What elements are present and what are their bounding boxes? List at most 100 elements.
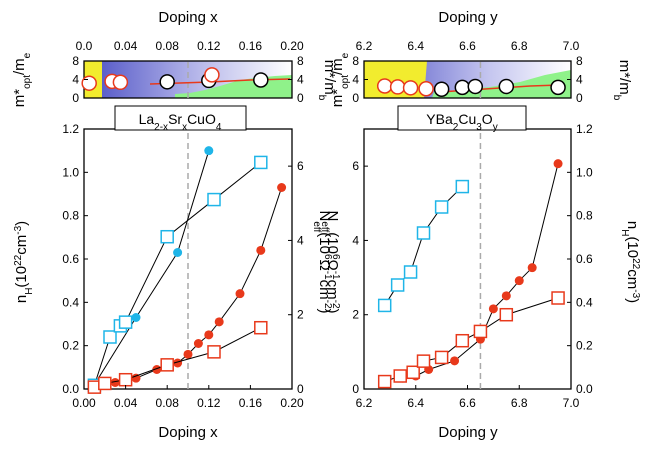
right-main-x-tick-label-0: 6.2 [356, 396, 373, 410]
left-mass-ticks: 0 4 8 0 4 8 [72, 54, 304, 105]
left-main-yleft-tick-label-5: 1.0 [62, 165, 79, 179]
right-mass-series-1-point-0 [433, 81, 450, 97]
left-main-yleft-tick-label-6: 1.2 [62, 122, 79, 136]
right-mass-series-0-point-3 [418, 81, 434, 97]
right-main-right-ylabel: nH(1022cm-3) [620, 221, 642, 303]
left-main-series-0-point-2 [110, 378, 120, 387]
right-mass-series-0-point-0 [376, 78, 393, 94]
right-main-series-0-line [402, 163, 559, 379]
right-main-series-2-point-6 [473, 324, 488, 339]
right-main-yright-tick-label-2: 0.4 [576, 295, 593, 309]
right-main-series-0-point-8 [527, 263, 537, 273]
right-main-yright-tick-label-4: 0.8 [576, 209, 593, 223]
left-main-series-1-point-2 [173, 248, 183, 257]
right-main-series-2-point-3 [416, 354, 431, 368]
left-main-x-tick-label-5: 0.20 [280, 396, 304, 410]
right-main-left-ylabel: Neff(106Ω-1cm-2) [320, 210, 342, 313]
left-main-series-1-point-1 [131, 313, 141, 322]
right-main-series-2-point-8 [551, 291, 565, 305]
right-mass-series-1-point-3 [498, 78, 515, 95]
left-top-x-tick-label-2: 0.08 [156, 39, 180, 53]
right-main-x-tick-label-4: 7.0 [563, 396, 580, 410]
right-mass-yleft-tick-label-0: 0 [352, 91, 359, 105]
left-top-x-tick-label-4: 0.16 [239, 39, 263, 53]
right-top-x-tick-label-2: 6.6 [459, 39, 476, 53]
left-panel: Doping x 0.0 0.04 0.08 0.12 0.16 0.20 048048 … [11, 9, 338, 441]
right-bottom-axis-title: Doping y [438, 424, 498, 441]
left-main-series-3-point-3 [160, 358, 174, 372]
left-main-x-tick-label-0: 0.00 [72, 396, 96, 410]
left-main-series-0-point-11 [235, 289, 245, 299]
right-mass-series-1-point-4 [550, 79, 566, 96]
left-mass-yleft-tick-label-2: 8 [72, 54, 79, 68]
left-main-series-2-point-4 [160, 229, 174, 244]
left-main-yright-tick-label-2: 4 [297, 233, 304, 247]
right-main-yleft-tick-label-0: 0 [352, 382, 359, 396]
right-top-axis-title: Doping y [438, 9, 498, 26]
left-main-series-3-point-1 [98, 376, 112, 391]
left-main-series-3-point-5 [254, 320, 268, 335]
left-main-ticks: 0.00 0.04 0.08 0.12 0.16 0.20 0.0 0.2 0.4 0.6 0.8 1… [62, 122, 304, 410]
right-main-yleft-tick-label-2: 4 [352, 233, 359, 247]
right-mass-yright-tick-label-0: 0 [576, 91, 583, 105]
right-mass-ticks: 0 4 8 0 4 8 [352, 54, 583, 105]
right-top-x-tick-label-0: 6.2 [356, 39, 373, 53]
left-main-x-tick-label-2: 0.08 [156, 396, 180, 410]
right-main-series-0-point-9 [553, 159, 563, 169]
right-main-yright-tick-label-5: 1.0 [576, 165, 593, 179]
left-main-series-0-point-12 [256, 245, 266, 255]
left-mass-marks [81, 61, 291, 98]
right-main-x-tick-label-3: 6.8 [511, 396, 528, 410]
right-main-yright-tick-label-3: 0.6 [576, 252, 593, 266]
right-mass-right-label: m*/mb [612, 60, 634, 101]
left-compound-box [114, 105, 247, 131]
right-main-series-1-point-4 [434, 200, 449, 214]
left-mass-yright-tick-label-0: 0 [297, 91, 304, 105]
left-main-series-2-point-5 [207, 192, 221, 207]
left-main-series-2-point-6 [254, 155, 268, 170]
right-mass-left-label: m*opt/me [329, 52, 351, 107]
left-main-yleft-tick-label-4: 0.8 [62, 209, 79, 223]
left-mass-yright-tick-label-2: 8 [297, 54, 304, 68]
left-main-series-3-point-2 [118, 372, 133, 387]
left-mass-series-0-point-0 [81, 75, 97, 91]
left-mass-right-label: m*/mb [317, 60, 339, 101]
right-panel: Doping y 6.2 6.4 6.6 6.8 7.0 0 4 8 0 4 8 m*opt/me… [320, 9, 642, 441]
right-main-yright-tick-label-6: 1.2 [576, 122, 593, 136]
right-mass-series-1-point-2 [467, 78, 484, 95]
left-main-x-tick-label-3: 0.12 [197, 396, 221, 410]
left-main-series-1-line [93, 150, 210, 385]
right-main-series-2-point-5 [455, 333, 470, 348]
right-top-x-tick-label-3: 6.8 [511, 39, 528, 53]
left-main-series-0-point-7 [183, 349, 193, 359]
right-main-yright-tick-label-1: 0.2 [576, 339, 593, 353]
left-mass-left-label: m*opt/me [11, 52, 33, 107]
left-mass-panel: 0 4 8 0 4 8 m*opt/me m*/mb [11, 52, 338, 107]
left-top-x-tick-label-3: 0.12 [197, 39, 221, 53]
right-main-series-2-point-4 [434, 350, 449, 365]
left-main-x-tick-label-4: 0.16 [239, 396, 263, 410]
left-main-yleft-tick-label-0: 0.0 [62, 382, 79, 396]
right-main-ticks: 6.2 6.4 6.6 6.8 7.0 0 2 4 6 0.0 0.2 0.4 0.6 0.8 1.0 1.2 [352, 122, 593, 410]
left-mass-series-1-point-0 [159, 74, 175, 90]
left-main-series-0-point-13 [277, 183, 287, 192]
right-mass-series-0-point-2 [402, 80, 419, 96]
left-main-panel: 0.00 0.04 0.08 0.12 0.16 0.20 0.0 0.2 0.4 0.6 0.8 1… [13, 105, 334, 441]
left-main-series-2-line [93, 162, 262, 386]
left-main-series-0-point-8 [193, 339, 203, 348]
right-main-series-1-point-3 [416, 226, 431, 240]
right-compound-box [397, 105, 527, 131]
left-mass-series-2-point-0 [204, 67, 220, 83]
left-main-right-ylabel: Neff(106Ω-1cm-2) [312, 210, 334, 313]
left-main-yright-tick-label-3: 6 [297, 159, 304, 173]
right-main-series-1-point-1 [390, 278, 405, 292]
right-main-series-0-point-7 [514, 276, 524, 286]
right-mass-yleft-tick-label-1: 4 [352, 73, 359, 87]
left-main-left-ylabel: nH(1022cm-3) [13, 221, 35, 303]
left-top-x-tick-label-0: 0.0 [76, 39, 93, 53]
right-mass-series-0-point-1 [389, 79, 406, 95]
left-main-yright-tick-label-0: 0 [297, 382, 304, 396]
left-main-yleft-tick-label-3: 0.6 [62, 252, 79, 266]
right-mass-yright-tick-label-2: 8 [576, 54, 583, 68]
